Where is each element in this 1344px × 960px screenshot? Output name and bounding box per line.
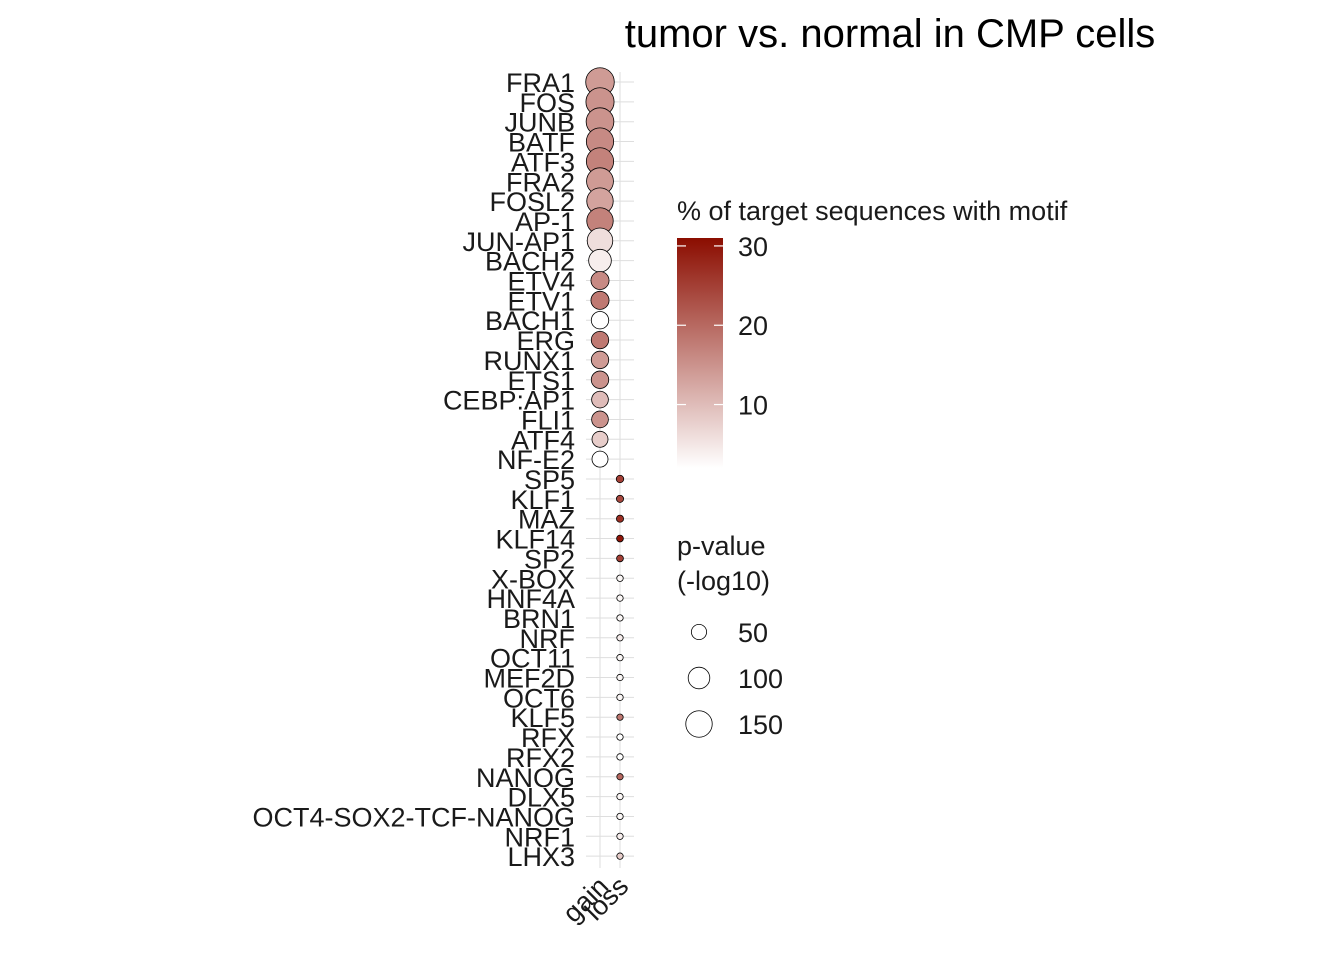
data-point: [616, 713, 624, 721]
data-point: [616, 634, 624, 642]
color-legend-bar: [677, 238, 723, 468]
data-point: [590, 271, 610, 290]
color-legend-title: % of target sequences with motif: [677, 196, 1068, 226]
y-tick-label: CEBP:AP1: [443, 386, 575, 416]
data-point: [616, 594, 624, 602]
y-tick-label: FRA1: [506, 68, 575, 98]
size-legend: p-value (-log10) 50 100 150: [677, 531, 783, 740]
y-tick-label: FRA2: [506, 167, 575, 197]
data-point: [616, 773, 624, 781]
data-point: [616, 554, 624, 563]
y-tick-label: KLF1: [510, 485, 575, 515]
y-tick-label: NRF1: [504, 822, 575, 852]
y-tick-label: JUN-AP1: [462, 227, 575, 257]
color-legend-tick-label: 10: [738, 391, 768, 421]
color-legend-ticks: 10 20 30: [677, 232, 768, 421]
data-point: [616, 812, 624, 821]
y-tick-label: ATF4: [511, 425, 575, 455]
size-legend-label: 150: [738, 710, 783, 740]
y-tick-label: FOS: [519, 88, 575, 118]
data-point: [616, 673, 624, 682]
y-tick-label: OCT4-SOX2-TCF-NANOG: [252, 802, 575, 832]
data-point: [616, 733, 624, 741]
y-tick-label: HNF4A: [486, 584, 575, 614]
y-tick-label: ATF3: [511, 147, 575, 177]
y-tick-label: AP-1: [515, 207, 575, 237]
y-tick-label: LHX3: [507, 842, 575, 872]
y-tick-label: FOSL2: [489, 187, 575, 217]
y-tick-label: BACH1: [485, 306, 575, 336]
y-tick-label: NANOG: [476, 763, 575, 793]
y-tick-label: OCT6: [503, 683, 575, 713]
y-tick-label: SP2: [524, 544, 575, 574]
y-tick-label: BRN1: [503, 604, 575, 634]
y-tick-label: JUNB: [504, 108, 575, 138]
y-tick-label: SP5: [524, 465, 575, 495]
data-point: [616, 614, 624, 622]
data-point: [616, 494, 624, 503]
y-tick-label: MEF2D: [483, 664, 575, 694]
y-tick-label: RFX: [521, 723, 575, 753]
data-point: [591, 450, 609, 468]
data-point: [590, 311, 610, 330]
data-point: [588, 248, 612, 273]
y-tick-label: BACH2: [485, 247, 575, 277]
data-point: [616, 792, 624, 801]
data-point: [616, 534, 624, 543]
data-point: [591, 430, 609, 448]
chart-title: tumor vs. normal in CMP cells: [625, 12, 1156, 56]
size-legend-items: 50 100 150: [685, 618, 783, 740]
data-point: [616, 832, 624, 840]
data-points: [585, 67, 625, 860]
y-tick-label: RFX2: [506, 743, 575, 773]
data-point: [616, 514, 624, 523]
y-tick-label: ETS1: [507, 366, 575, 396]
data-point: [616, 654, 624, 662]
size-legend-label: 50: [738, 618, 768, 648]
data-point: [616, 852, 624, 860]
y-tick-label: DLX5: [507, 783, 575, 813]
data-point: [616, 574, 624, 582]
y-tick-label: ETV4: [507, 267, 575, 297]
y-tick-label: OCT11: [490, 644, 575, 674]
color-legend-tick-label: 20: [738, 311, 768, 341]
data-point: [591, 410, 609, 429]
size-legend-title-line2: (-log10): [677, 566, 770, 596]
data-point: [591, 390, 609, 409]
data-point: [616, 753, 624, 761]
y-tick-label: X-BOX: [491, 564, 575, 594]
y-tick-label: FLI1: [521, 405, 575, 435]
y-tick-label: BATF: [508, 128, 575, 158]
data-point: [590, 370, 610, 389]
y-tick-label: ETV1: [507, 286, 575, 316]
y-tick-label: KLF14: [495, 525, 575, 555]
y-tick-label: MAZ: [518, 505, 575, 535]
y-tick-label: RUNX1: [483, 346, 575, 376]
color-legend-tick-label: 30: [738, 232, 768, 262]
size-legend-circle: [690, 623, 708, 641]
data-point: [616, 693, 624, 701]
size-legend-label: 100: [738, 664, 783, 694]
data-point: [615, 474, 625, 484]
y-tick-label: NRF: [520, 624, 576, 654]
y-tick-label: ERG: [516, 326, 575, 356]
data-point: [590, 290, 610, 310]
size-legend-circle: [687, 666, 711, 690]
y-tick-label: KLF5: [510, 703, 575, 733]
y-tick-label: NF-E2: [497, 445, 575, 475]
color-legend: % of target sequences with motif 10 20 30: [677, 196, 1068, 468]
data-point: [590, 330, 610, 350]
size-legend-circle: [685, 710, 713, 738]
data-point: [590, 350, 610, 370]
size-legend-title-line1: p-value: [677, 531, 766, 561]
y-axis-labels: FRA1FOSJUNBBATFATF3FRA2FOSL2AP-1JUN-AP1B…: [252, 68, 575, 872]
